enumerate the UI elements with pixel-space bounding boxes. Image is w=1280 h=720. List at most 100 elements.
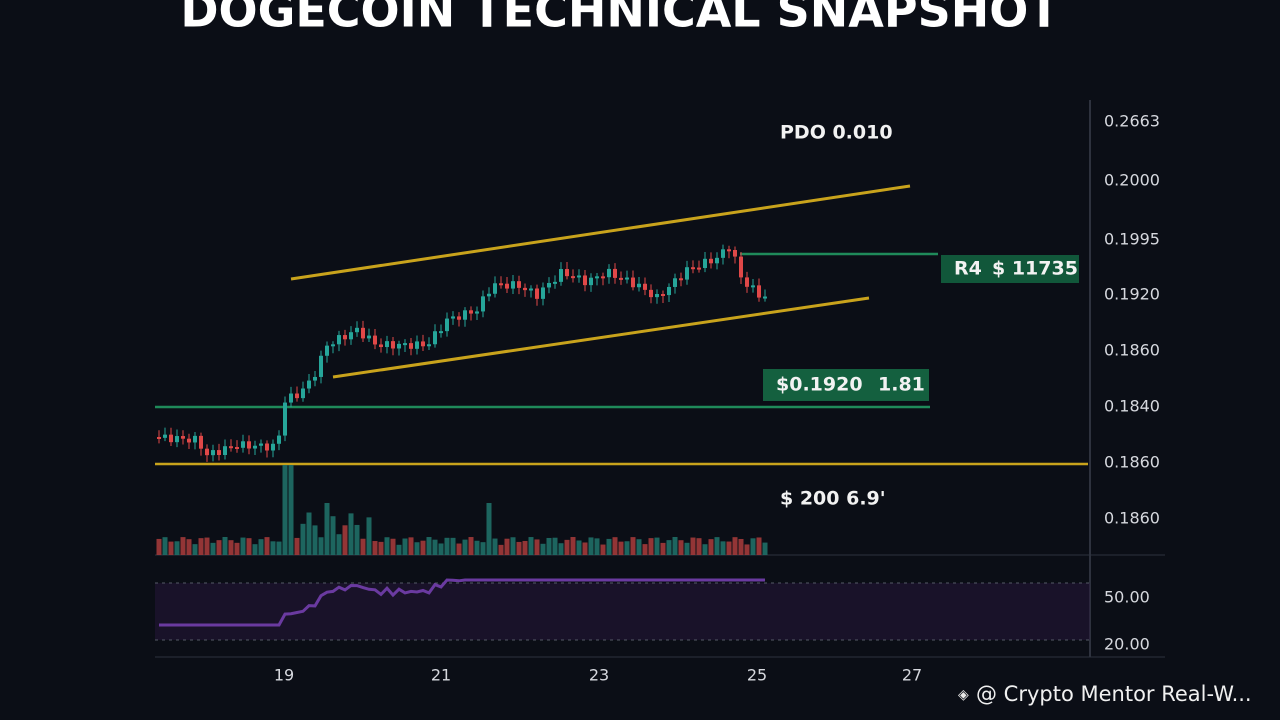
candle-body [469, 310, 473, 314]
candle-body [217, 450, 221, 455]
volume-bar [198, 538, 204, 555]
r4-value: $ 11735 [992, 258, 1078, 280]
volume-bar [576, 540, 582, 555]
candle-body [283, 402, 287, 436]
volume-bar [216, 540, 222, 555]
price-tick-label: 0.2663 [1104, 112, 1160, 131]
volume-bar [228, 540, 234, 555]
volume-bar [498, 544, 504, 555]
candle-body [301, 388, 305, 399]
volume-bar [708, 539, 714, 555]
volume-bar [402, 538, 408, 555]
volume-bar [270, 541, 276, 555]
candle-body [541, 287, 545, 299]
candle-body [535, 288, 539, 299]
candle-body [529, 288, 533, 291]
volume-bar [414, 542, 420, 555]
candle-body [511, 281, 515, 289]
price-tick-label: 0.1860 [1104, 509, 1160, 528]
volume-bar [252, 544, 258, 555]
annotation: PDO 0.010 [780, 122, 893, 144]
candle-body [289, 393, 293, 403]
candle-body [421, 341, 425, 347]
candle-body [319, 355, 323, 377]
volume-bar [696, 538, 702, 555]
volume-bar [690, 537, 696, 555]
candle-body [589, 277, 593, 286]
volume-bar [288, 465, 294, 555]
volume-bar [372, 541, 378, 555]
volume-bar [516, 541, 522, 555]
time-tick-label: 21 [431, 666, 451, 685]
volume-bar [444, 537, 450, 555]
candle-body [205, 448, 209, 456]
time-tick-label: 19 [274, 666, 294, 685]
price-tick-label: 0.1995 [1104, 230, 1160, 249]
rsi-band [155, 583, 1090, 640]
volume-bar [720, 541, 726, 555]
price-tick-label: 0.1840 [1104, 397, 1160, 416]
candle-body [259, 443, 263, 446]
candle-body [331, 344, 335, 347]
volume-bar [732, 537, 738, 555]
candle-body [583, 275, 587, 286]
volume-bar [192, 544, 198, 555]
volume-bar [588, 537, 594, 555]
channel-upper [290, 184, 911, 281]
volume-bar [222, 537, 228, 555]
candle-body [673, 278, 677, 287]
candle-body [613, 268, 617, 278]
volume-bar [492, 538, 498, 555]
volume-bar [714, 537, 720, 555]
candle-body [751, 285, 755, 288]
rsi-tick-label: 50.00 [1104, 588, 1150, 607]
candle-body [739, 256, 743, 278]
volume-bar [318, 537, 324, 555]
volume-bar [378, 541, 384, 555]
volume-bar [504, 538, 510, 555]
candle-body [247, 441, 251, 449]
volume-bar [156, 538, 162, 555]
volume-bar [522, 540, 528, 555]
candle-body [727, 249, 731, 252]
candle-body [451, 316, 455, 319]
volume-bar [210, 542, 216, 555]
candle-body [463, 310, 467, 320]
volume-bar [540, 543, 546, 555]
candle-body [277, 435, 281, 444]
candle-body [619, 277, 623, 280]
volume-bar [420, 540, 426, 555]
candle-body [757, 285, 761, 298]
volume-bar [282, 465, 288, 555]
candle-body [235, 446, 239, 449]
candle-body [409, 343, 413, 349]
candle-body [667, 286, 671, 296]
candle-body [457, 316, 461, 320]
candle-body [709, 258, 713, 264]
volume-bar [744, 544, 750, 555]
candle-body [481, 296, 485, 312]
volume-bar [462, 539, 468, 555]
candle-body [403, 343, 407, 346]
volume-bar [480, 542, 486, 555]
volume-bar [234, 542, 240, 555]
candle-body [373, 335, 377, 345]
volume-bar [246, 538, 252, 555]
volume-bar [564, 539, 570, 555]
volume-bar [756, 537, 762, 555]
candle-body [397, 343, 401, 349]
volume-bar [702, 544, 708, 555]
candle-body [439, 331, 443, 334]
candle-body [499, 283, 503, 286]
candle-body [763, 296, 767, 299]
candle-body [229, 446, 233, 449]
candles [157, 244, 767, 462]
candle-body [241, 441, 245, 448]
candle-body [361, 327, 365, 339]
candle-body [427, 344, 431, 347]
time-tick-label: 23 [589, 666, 609, 685]
candle-body [271, 443, 275, 451]
candle-body [631, 277, 635, 288]
